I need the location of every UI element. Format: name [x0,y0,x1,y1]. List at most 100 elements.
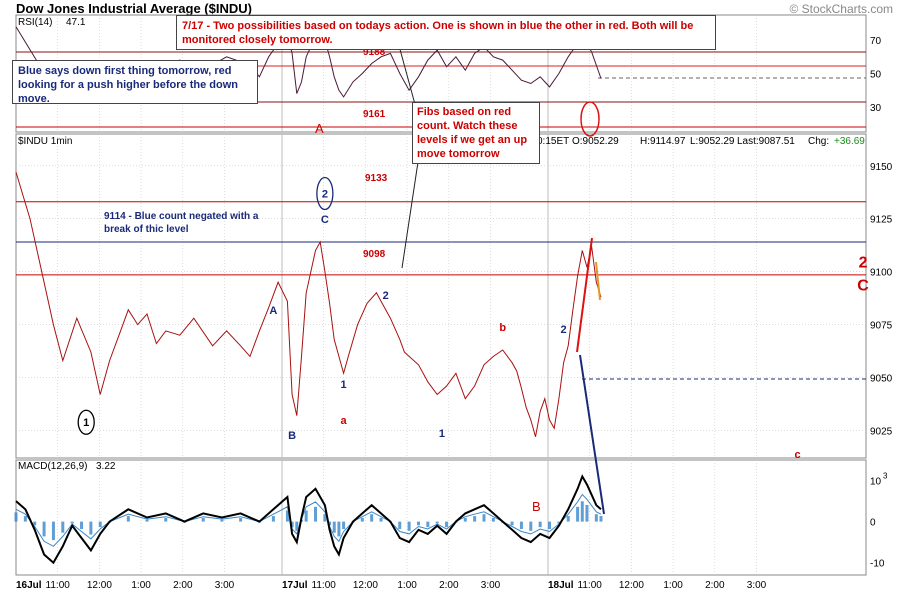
x-tick-label: 11:00 [312,580,337,591]
macd-histogram-bar [538,521,542,528]
macd-histogram-bar [201,517,205,522]
watermark: © StockCharts.com [789,2,893,16]
macd-histogram-bar [70,521,74,524]
macd-histogram-bar [285,510,289,522]
macd-histogram-bar [126,516,130,522]
price-tick-label: 9025 [870,426,893,437]
blue-count-down-line [579,354,605,515]
macd-histogram-bar [599,516,603,522]
x-tick-label: 17Jul [282,580,308,591]
macd-histogram-bar [304,510,308,522]
x-tick-label: 11:00 [46,580,71,591]
macd-histogram-bar [566,516,570,522]
rsi-value: 47.1 [66,17,86,28]
macd-histogram-bar [379,517,383,522]
red-wave-A: A [315,121,324,136]
readout-change-value: +36.69 [834,136,865,147]
macd-histogram-bar [33,521,37,526]
macd-histogram [14,501,603,541]
macd-histogram-bar [407,521,411,531]
level-label-9133: 9133 [365,173,388,184]
rsi-tick-label: 30 [870,103,882,114]
readout-low: L:9052.29 [690,136,735,147]
note-leader-line [397,41,417,109]
macd-signal-line [15,493,602,547]
macd-histogram-bar [164,517,168,522]
x-tick-label: 3:00 [481,580,501,591]
readout-time: 0:15ET [537,136,569,147]
chart-title: Dow Jones Industrial Average ($INDU) [16,1,252,16]
macd-histogram-bar [98,521,102,528]
macd-histogram-bar [14,512,18,522]
macd-histogram-bar [145,519,149,522]
wave-labels: A B C 2 1 a 2 1 b 2 1 2 Cc [77,176,869,461]
last-bar-marker [595,261,601,301]
macd-histogram-bar [290,521,294,528]
macd-histogram-bar [360,517,364,522]
macd-tick-label: 10 [870,477,882,488]
fib-leader-line [401,161,419,269]
red-wave-B: B [532,499,541,514]
rsi-tick-label: 50 [870,70,882,81]
readout-open: O:9052.29 [572,136,619,147]
level-label-9098: 9098 [363,249,386,260]
macd-histogram-bar [295,521,299,531]
price-tick-label: 9150 [870,162,893,173]
macd-histogram-bar [548,521,552,529]
macd-histogram-bar [463,517,467,522]
macd-line [15,474,602,565]
x-tick-label: 2:00 [439,580,459,591]
x-tick-label: 1:00 [131,580,151,591]
annotation-top-note: 7/17 - Two possibilities based on todays… [176,15,716,50]
macd-histogram-bar [580,501,584,522]
wave-label: C [857,278,869,295]
x-tick-label: 1:00 [663,580,683,591]
x-tick-label: 11:00 [578,580,603,591]
macd-histogram-bar [342,521,346,529]
rsi-overlay-label-upper: 9188 [363,47,386,58]
macd-histogram-bar [337,521,341,537]
macd-histogram-bar [332,521,336,533]
macd-histogram-bar [529,521,533,531]
day-separators [281,15,549,575]
macd-histogram-bar [23,516,27,522]
macd-histogram-bar [473,516,477,522]
time-axis: 16Jul 11:00 12:00 1:00 2:00 3:00 17Jul 11:00 12:… [16,580,767,591]
red-count-up-line [576,237,593,353]
wave-label: 1 [341,379,347,391]
wave-label: a [341,415,348,427]
x-tick-label: 16Jul [16,580,42,591]
wave-label: 2 [322,189,328,201]
fib-level-lines [16,201,866,276]
wave-label: 2 [383,290,389,302]
level-label-9114: 9114 - Blue count negated with a break o… [104,211,258,235]
macd-histogram-bar [370,514,374,522]
price-tick-label: 9125 [870,215,893,226]
macd-histogram-bar [510,521,514,526]
macd-histogram-bar [445,521,449,528]
rsi-axis: 70 50 30 [870,36,882,114]
x-tick-label: 3:00 [747,580,767,591]
price-tick-label: 9050 [870,374,893,385]
wave-label-circle [316,176,334,211]
macd-histogram-bar [491,517,495,522]
rsi-label: RSI(14) [18,17,52,28]
rsi-tick-label: 70 [870,36,882,47]
price-tick-label: 9075 [870,321,893,332]
x-tick-label: 18Jul [548,580,574,591]
macd-histogram-bar [89,521,93,535]
macd-histogram-bar [323,514,327,522]
macd-histogram-bar [271,516,275,522]
price-axis: 9150 9125 9100 9075 9050 9025 [870,162,893,438]
wave-label: b [499,322,506,334]
macd-tick-label: -10 [870,559,885,570]
macd-histogram-bar [426,521,430,528]
readout-change-label: Chg: [808,136,829,147]
x-tick-label: 12:00 [87,580,112,591]
macd-histogram-bar [416,521,420,526]
macd-histogram-bar [398,521,402,529]
wave-label-circle [77,409,95,435]
x-tick-label: 3:00 [215,580,235,591]
macd-histogram-bar [435,521,439,524]
symbol-label: $INDU 1min [18,136,72,147]
